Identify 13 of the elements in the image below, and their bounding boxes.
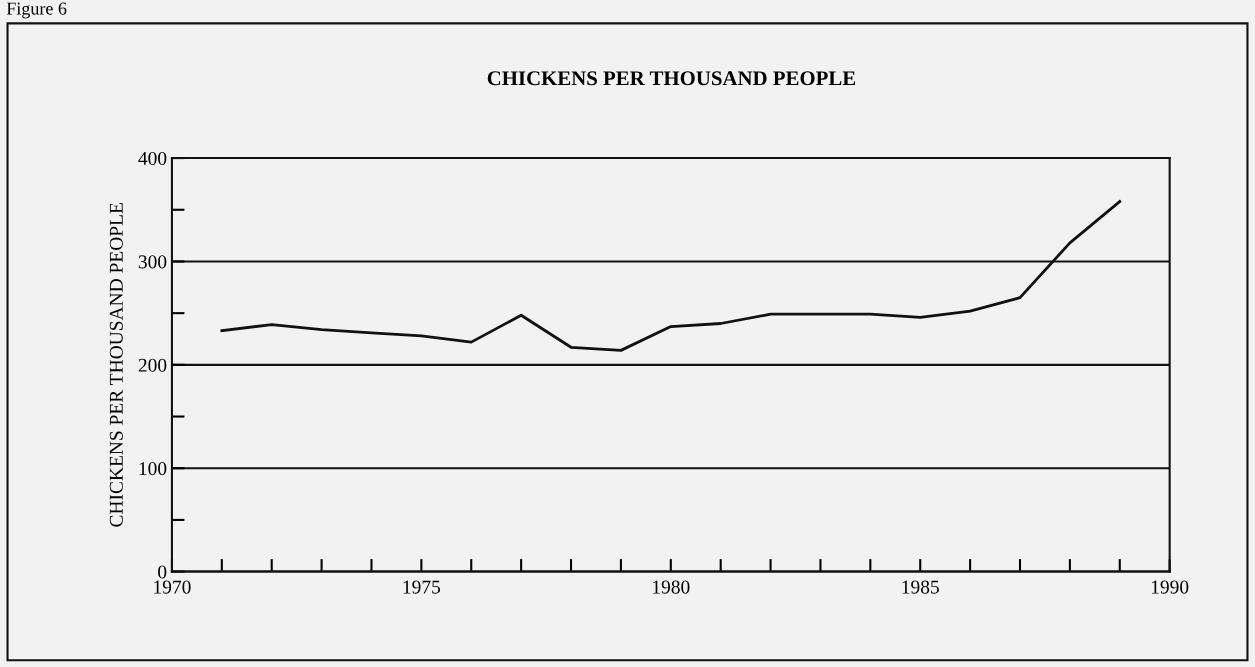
y-tick-label: 0 <box>158 565 167 579</box>
y-tick-label: 300 <box>138 255 167 269</box>
x-tick-label: 1980 <box>653 580 690 594</box>
x-tick-label: 1985 <box>902 580 939 594</box>
chart-title: CHICKENS PER THOUSAND PEOPLE <box>487 71 856 86</box>
y-tick-label: 100 <box>139 462 167 476</box>
caption: Figure 6 <box>6 2 67 19</box>
x-tick-label: 1975 <box>403 580 441 594</box>
y-axis-title: CHICKENS PER THOUSAND PEOPLE <box>109 203 123 527</box>
x-tick-label: 1970 <box>154 580 191 594</box>
y-tick-label: 200 <box>138 358 167 372</box>
x-tick-label: 1990 <box>1151 580 1189 594</box>
y-tick-label: 400 <box>138 151 167 166</box>
